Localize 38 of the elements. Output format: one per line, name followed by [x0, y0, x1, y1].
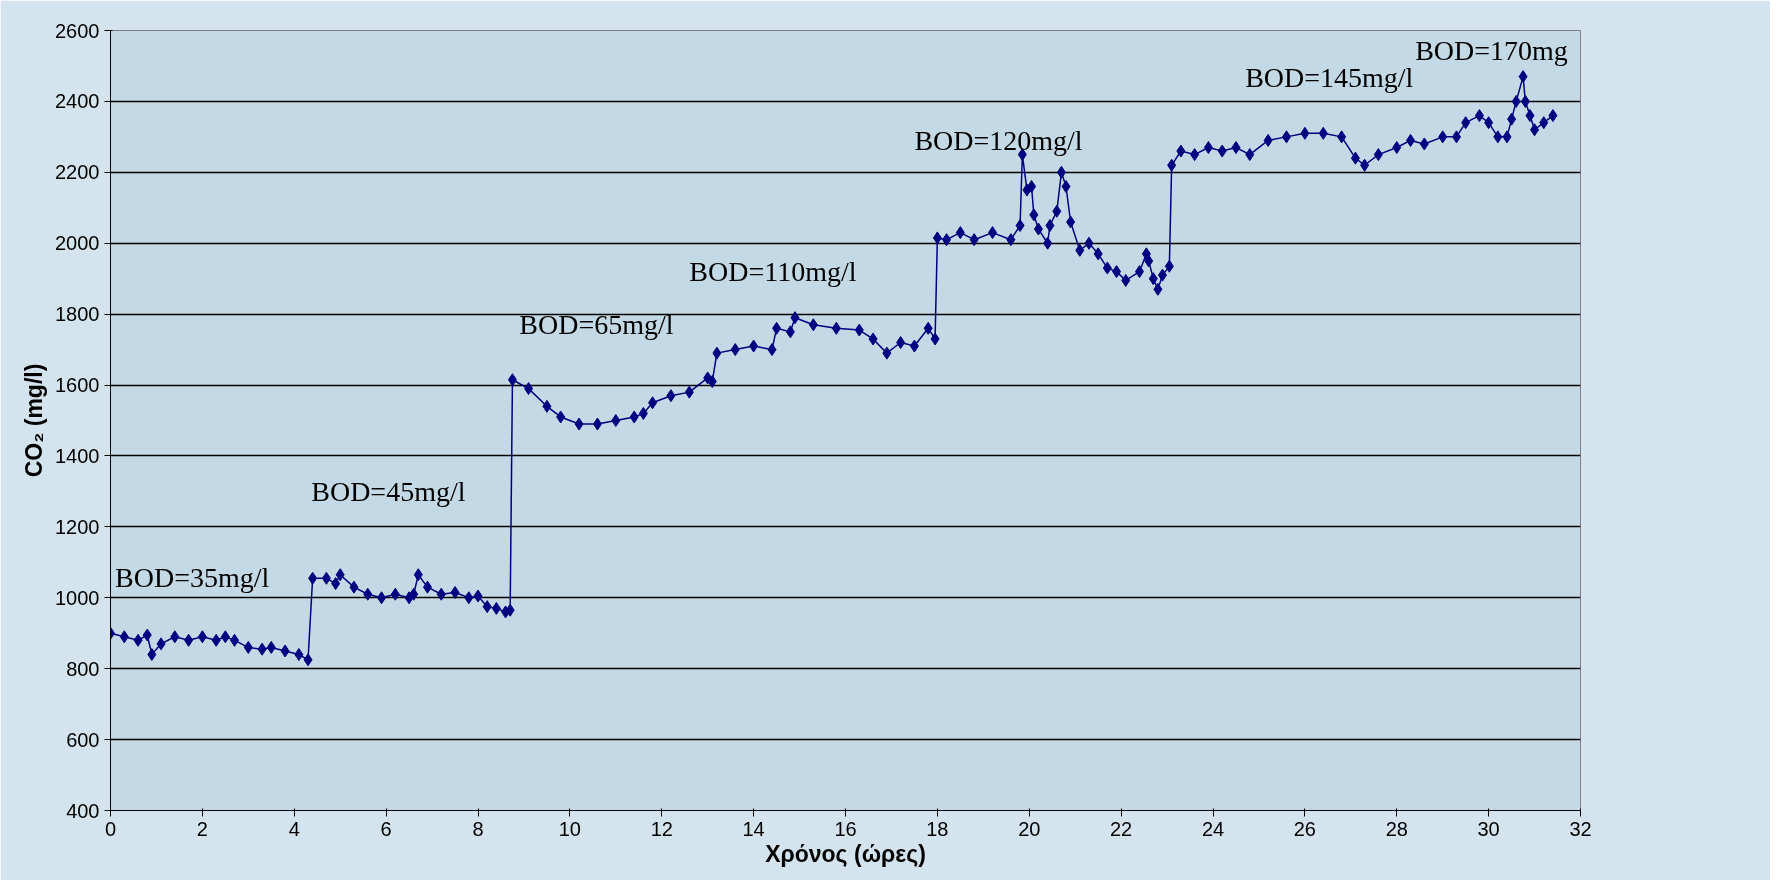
annotation: BOD=110mg/l: [689, 256, 857, 288]
y-tick-label: 600: [66, 728, 100, 751]
y-tick-label: 1600: [55, 374, 100, 397]
x-tick-label: 12: [650, 817, 673, 840]
annotation: BOD=35mg/l: [115, 561, 270, 593]
x-tick-label: 10: [558, 817, 581, 840]
x-tick-label: 2: [196, 817, 208, 840]
y-tick-label: 1800: [55, 303, 100, 326]
x-tick-label: 8: [472, 817, 484, 840]
y-tick-label: 800: [66, 657, 100, 680]
y-tick-label: 2200: [55, 161, 100, 184]
x-tick-label: 14: [742, 817, 765, 840]
x-tick-label: 22: [1110, 817, 1133, 840]
x-tick-label: 26: [1293, 817, 1316, 840]
annotation: BOD=65mg/l: [519, 309, 674, 341]
annotation: BOD=45mg/l: [311, 475, 466, 507]
y-axis-title: CO₂ (mg/l): [21, 363, 48, 478]
x-tick-label: 20: [1018, 817, 1041, 840]
y-tick-label: 1400: [55, 444, 100, 467]
y-tick-label: 400: [66, 799, 100, 822]
x-tick-label: 18: [926, 817, 949, 840]
y-tick-label: 1200: [55, 515, 100, 538]
y-tick-label: 2000: [55, 232, 100, 255]
x-tick-label: 24: [1201, 817, 1225, 840]
x-tick-label: 32: [1569, 817, 1592, 840]
annotation: BOD=120mg/l: [914, 124, 1083, 156]
annotation: BOD=145mg/l: [1245, 61, 1414, 93]
y-tick-label: 2600: [55, 19, 100, 42]
x-axis-title: Χρόνος (ώρες): [765, 840, 926, 867]
x-tick-label: 4: [288, 817, 300, 840]
x-tick-label: 6: [380, 817, 392, 840]
x-tick-label: 30: [1477, 817, 1500, 840]
x-tick-label: 0: [104, 817, 117, 840]
x-tick-label: 28: [1385, 817, 1408, 840]
y-tick-label: 1000: [55, 586, 100, 609]
annotation: BOD=170mg: [1415, 34, 1568, 66]
x-tick-label: 16: [834, 817, 857, 840]
y-tick-label: 2400: [55, 90, 100, 113]
